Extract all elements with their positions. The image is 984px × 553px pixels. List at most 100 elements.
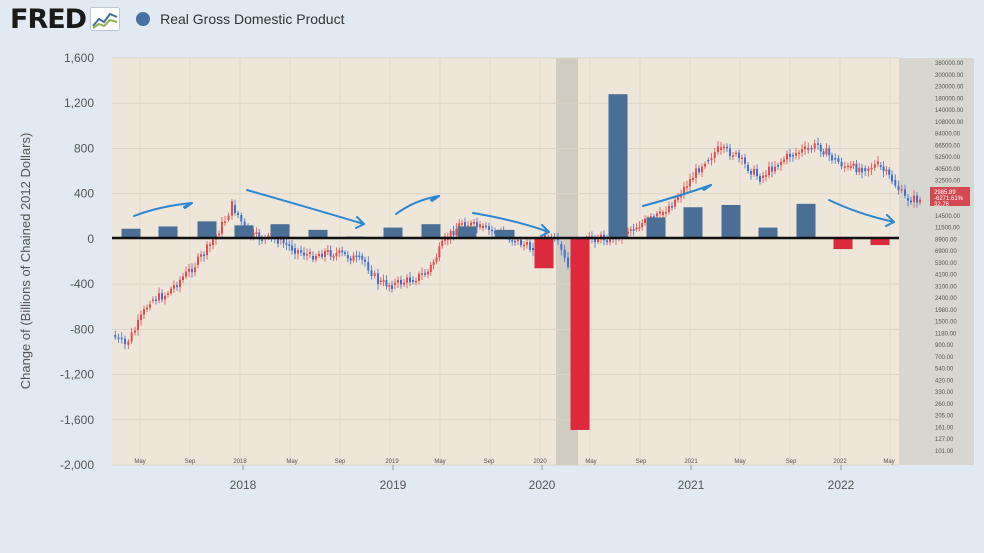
candle-body — [638, 227, 641, 229]
bar[interactable] — [308, 229, 328, 239]
y-tick-label: -400 — [70, 277, 94, 291]
y-tick-label: 1,600 — [64, 51, 94, 65]
bar-series — [121, 94, 890, 430]
candle-body — [306, 254, 308, 256]
candle-body — [467, 225, 469, 228]
x-tick-label: 2020 — [529, 478, 556, 492]
candle-body — [879, 165, 882, 167]
overlay-month-label: May — [434, 459, 445, 465]
bar[interactable] — [758, 227, 778, 239]
candle-body — [120, 337, 123, 340]
candle-body — [458, 223, 461, 229]
candle-body — [867, 168, 870, 172]
bar[interactable] — [646, 217, 666, 239]
bar[interactable] — [383, 227, 403, 239]
candle-body — [919, 199, 921, 203]
candle-body — [388, 285, 391, 287]
x-tick-label: 2022 — [828, 478, 855, 492]
candle-body — [294, 248, 296, 254]
bar[interactable] — [457, 226, 477, 239]
bar[interactable] — [796, 203, 816, 239]
bar[interactable] — [833, 238, 853, 250]
candle-body — [206, 244, 208, 256]
candle-body — [514, 240, 516, 243]
candle-body — [837, 158, 840, 162]
candle-body — [203, 254, 205, 256]
bar[interactable] — [683, 207, 703, 239]
candle-body — [520, 239, 522, 246]
bar[interactable] — [270, 224, 290, 239]
candle-body — [629, 229, 632, 231]
candle-body — [173, 285, 175, 289]
bar[interactable] — [158, 226, 178, 239]
candle-body — [668, 206, 670, 213]
candle-body — [831, 155, 833, 161]
candle-body — [329, 250, 332, 257]
bar[interactable] — [234, 225, 254, 239]
bar[interactable] — [870, 238, 890, 246]
candle-body — [683, 186, 685, 195]
fred-logo[interactable]: FRED — [10, 3, 87, 35]
candle-body — [479, 224, 481, 228]
candle-body — [488, 226, 490, 230]
candle-body — [409, 277, 411, 283]
candle-body — [358, 255, 361, 258]
candle-body — [707, 160, 710, 162]
candle-body — [877, 161, 879, 165]
candle-body — [873, 164, 876, 168]
candle-body — [810, 147, 813, 150]
y-tick-label: 800 — [74, 141, 94, 155]
y-tick-label: -2,000 — [60, 458, 94, 472]
candle-body — [771, 166, 773, 172]
candle-body — [485, 225, 487, 228]
candle-body — [891, 174, 893, 182]
price-badge-line: -6271.61% — [934, 196, 964, 202]
candle-body — [650, 216, 652, 219]
candle-body — [713, 152, 716, 159]
candle-body — [415, 280, 417, 283]
candle-body — [446, 238, 449, 241]
candle-body — [200, 254, 202, 257]
legend-label[interactable]: Real Gross Domestic Product — [160, 11, 345, 27]
candle-body — [432, 261, 435, 265]
candle-body — [167, 293, 169, 295]
bar[interactable] — [495, 229, 515, 239]
bar[interactable] — [721, 204, 741, 239]
candle-body — [482, 225, 484, 228]
bar[interactable] — [121, 228, 141, 239]
candle-body — [344, 252, 346, 254]
candle-body — [421, 273, 423, 275]
candle-body — [723, 146, 725, 149]
overlay-price-label: 3100.00 — [935, 284, 957, 290]
bar[interactable] — [534, 238, 554, 269]
bar[interactable] — [421, 224, 441, 239]
overlay-price-label: 2400.00 — [935, 296, 957, 302]
overlay-price-label: 40500.00 — [935, 167, 961, 173]
overlay-month-label: May — [734, 459, 745, 465]
candle-body — [231, 201, 233, 216]
legend-marker — [136, 12, 151, 26]
bar[interactable] — [197, 221, 217, 239]
candle-body — [170, 288, 172, 294]
candle-body — [689, 179, 691, 187]
candle-body — [394, 282, 396, 285]
candle-body — [641, 223, 644, 228]
trend-arrow-head — [540, 224, 550, 237]
bar[interactable] — [570, 238, 590, 430]
fred-graph-logo-icon — [90, 7, 121, 31]
bar[interactable] — [608, 94, 628, 239]
y-tick-label: -800 — [70, 322, 94, 336]
candle-body — [819, 145, 822, 152]
candle-body — [560, 244, 563, 250]
candle-body — [894, 180, 897, 186]
price-badge-line: 32.76 — [934, 202, 950, 208]
candle-body — [424, 273, 426, 275]
candle-body — [267, 235, 270, 238]
overlay-month-axis: May Sep 2018 May Sep 2019 May Sep 2020 May Sep 2021… — [134, 459, 894, 465]
candle-body — [843, 166, 846, 168]
y-axis-label: Change of (Billions of Chained 2012 Doll… — [18, 133, 33, 390]
candle-body — [318, 253, 320, 256]
candle-body — [858, 167, 861, 173]
candle-body — [698, 168, 700, 173]
